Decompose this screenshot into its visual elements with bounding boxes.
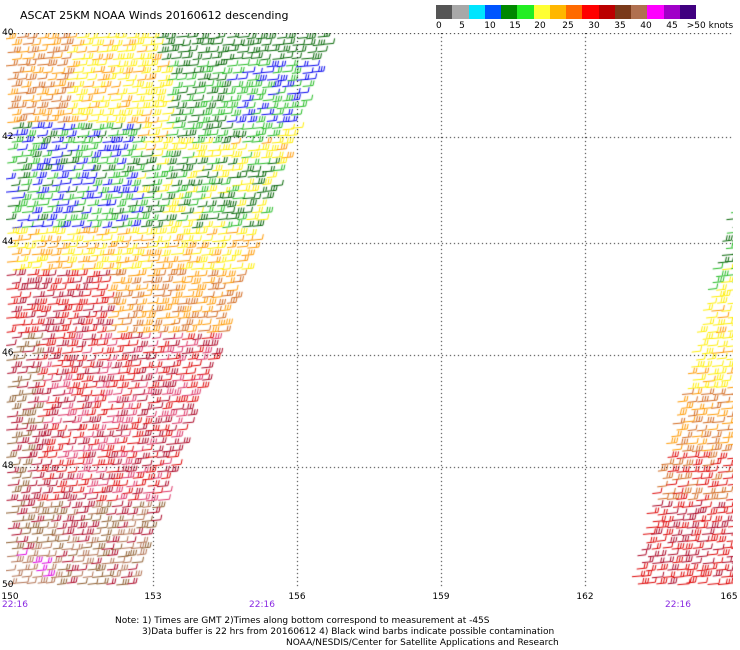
pass-time-label: 22:16 bbox=[249, 600, 275, 610]
colorbar-segment bbox=[468, 5, 485, 19]
colorbar-labels: 0 5 10 15 20 25 30 35 40 45 >50 knots bbox=[430, 21, 735, 33]
colorbar-label: 0 bbox=[436, 21, 442, 31]
footnote-line-3: NOAA/NESDIS/Center for Satellite Applica… bbox=[286, 638, 559, 648]
wind-barb-canvas[interactable] bbox=[6, 33, 733, 589]
wind-map[interactable] bbox=[6, 33, 733, 589]
footnote-line-1: Note: 1) Times are GMT 2)Times along bot… bbox=[115, 616, 490, 626]
colorbar-segment bbox=[631, 5, 648, 19]
colorbar-label: 25 bbox=[562, 21, 574, 31]
colorbar-segment bbox=[517, 5, 534, 19]
colorbar-label: >50 knots bbox=[686, 21, 734, 31]
colorbar-segment bbox=[484, 5, 501, 19]
wind-speed-colorbar bbox=[436, 5, 696, 19]
latitude-label: 46 bbox=[2, 348, 14, 358]
map-title: ASCAT 25KM NOAA Winds 20160612 descendin… bbox=[20, 9, 289, 22]
colorbar-segment bbox=[598, 5, 615, 19]
colorbar-label: 15 bbox=[509, 21, 521, 31]
colorbar-label: 40 bbox=[640, 21, 652, 31]
colorbar-segment bbox=[647, 5, 664, 19]
longitude-label: 165 bbox=[720, 592, 738, 602]
colorbar-label: 35 bbox=[614, 21, 626, 31]
latitude-label: 40 bbox=[2, 28, 14, 38]
colorbar-label: 5 bbox=[459, 21, 465, 31]
pass-time-label: 22:16 bbox=[665, 600, 691, 610]
longitude-label: 162 bbox=[576, 592, 594, 602]
colorbar-label: 20 bbox=[534, 21, 546, 31]
latitude-label: 42 bbox=[2, 132, 14, 142]
colorbar-segment bbox=[452, 5, 469, 19]
latitude-label: 50 bbox=[2, 580, 14, 590]
longitude-label: 150 bbox=[1, 592, 19, 602]
colorbar-segment bbox=[501, 5, 518, 19]
colorbar-segment bbox=[533, 5, 550, 19]
pass-time-label: 22:16 bbox=[2, 600, 28, 610]
colorbar-segment bbox=[614, 5, 631, 19]
colorbar-label: 45 bbox=[666, 21, 678, 31]
longitude-label: 156 bbox=[288, 592, 306, 602]
colorbar-segment bbox=[679, 5, 696, 19]
colorbar-label: 30 bbox=[588, 21, 600, 31]
colorbar-segment bbox=[566, 5, 583, 19]
longitude-label: 159 bbox=[432, 592, 450, 602]
latitude-label: 44 bbox=[2, 237, 14, 247]
footnotes: Note: 1) Times are GMT 2)Times along bot… bbox=[115, 616, 559, 649]
latitude-label: 48 bbox=[2, 461, 14, 471]
colorbar-segment bbox=[582, 5, 599, 19]
colorbar-segment bbox=[549, 5, 566, 19]
colorbar-segment bbox=[436, 5, 453, 19]
colorbar-label: 10 bbox=[484, 21, 496, 31]
longitude-label: 153 bbox=[144, 592, 162, 602]
colorbar-segment bbox=[663, 5, 680, 19]
footnote-line-2: 3)Data buffer is 22 hrs from 20160612 4)… bbox=[142, 627, 555, 637]
